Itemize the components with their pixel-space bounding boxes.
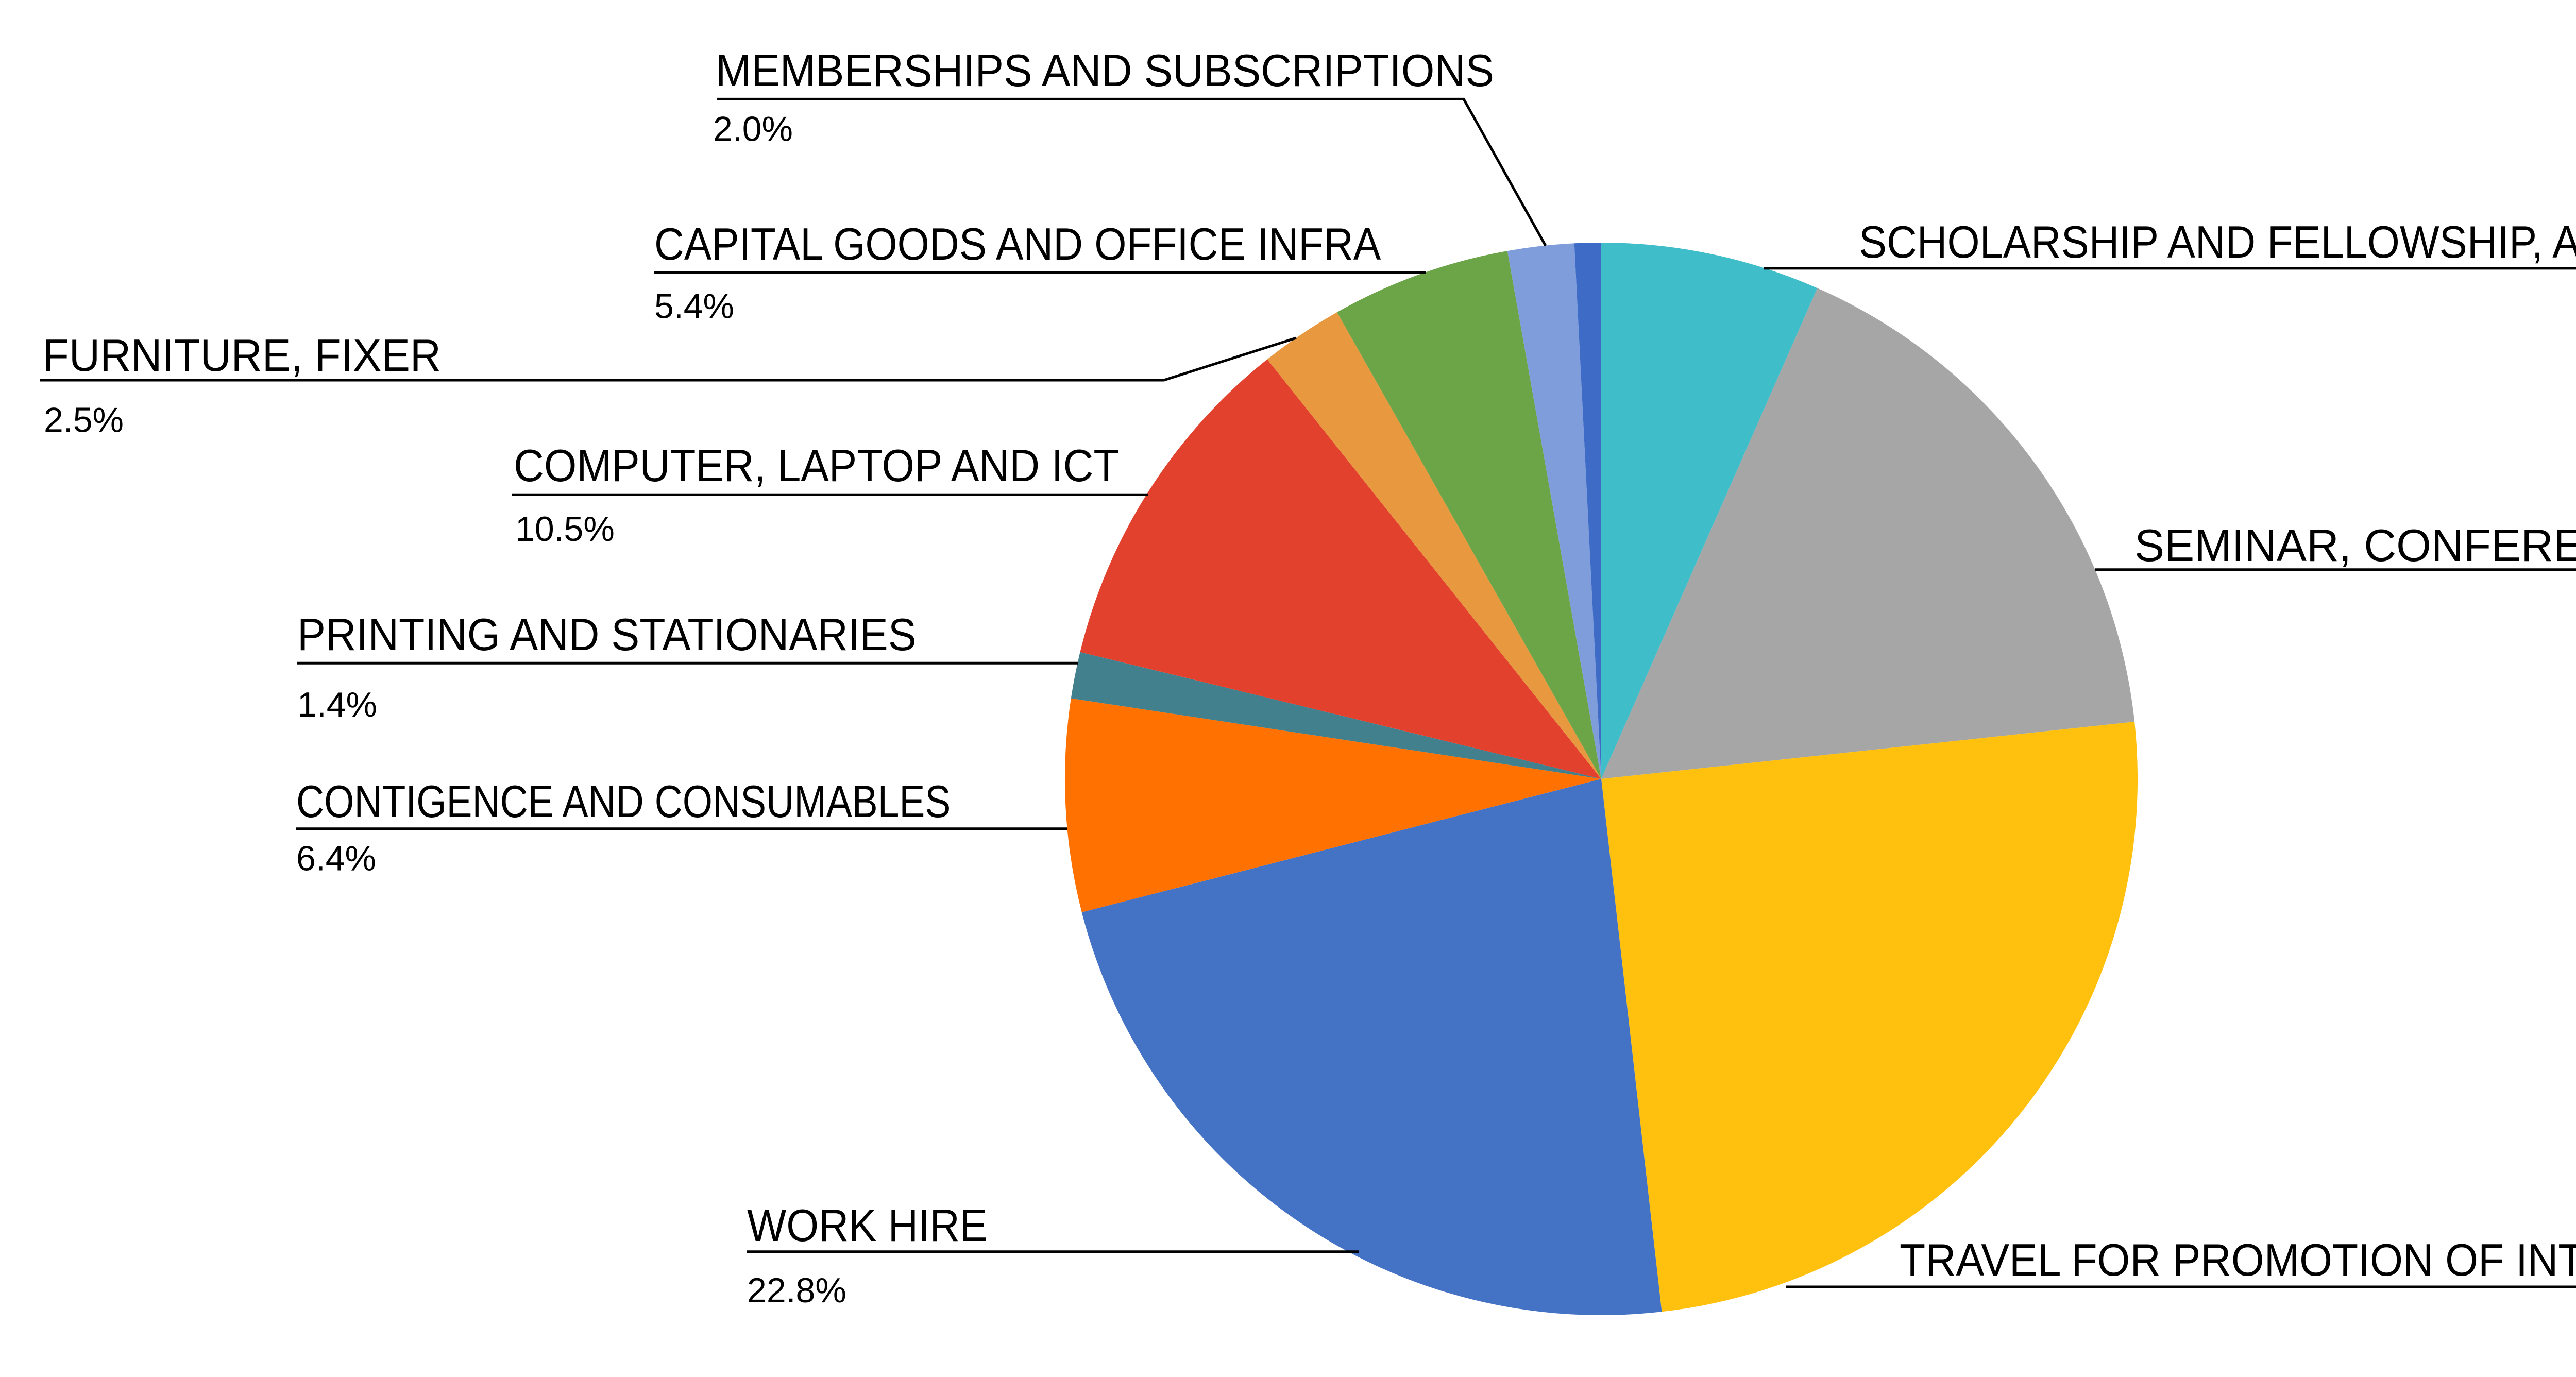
svg-text:22.8%: 22.8% xyxy=(747,1271,846,1310)
svg-text:WORK HIRE: WORK HIRE xyxy=(747,1200,988,1251)
svg-text:TRAVEL FOR PROMOTION OF INTERN: TRAVEL FOR PROMOTION OF INTERNATIONAL RE… xyxy=(1900,1235,2576,1285)
svg-text:5.4%: 5.4% xyxy=(654,286,734,326)
svg-text:CONTIGENCE AND CONSUMABLES: CONTIGENCE AND CONSUMABLES xyxy=(296,776,951,827)
svg-text:2.0%: 2.0% xyxy=(713,110,793,149)
svg-text:CAPITAL GOODS AND OFFICE INFRA: CAPITAL GOODS AND OFFICE INFRA xyxy=(654,219,1381,269)
svg-text:2.5%: 2.5% xyxy=(44,401,124,440)
svg-text:SCHOLARSHIP AND FELLOWSHIP, AW: SCHOLARSHIP AND FELLOWSHIP, AWARDS, REWA… xyxy=(1859,216,2576,267)
svg-text:COMPUTER, LAPTOP AND ICT: COMPUTER, LAPTOP AND ICT xyxy=(514,440,1119,491)
svg-text:MEMBERSHIPS AND SUBSCRIPTIONS: MEMBERSHIPS AND SUBSCRIPTIONS xyxy=(716,45,1494,96)
svg-text:PRINTING AND STATIONARIES: PRINTING AND STATIONARIES xyxy=(297,610,917,660)
svg-text:6.4%: 6.4% xyxy=(296,839,376,878)
svg-text:1.4%: 1.4% xyxy=(297,685,377,724)
svg-text:SEMINAR, CONFERENCE, EVENTS AN: SEMINAR, CONFERENCE, EVENTS AND DELE... xyxy=(2134,520,2576,571)
svg-text:FURNITURE, FIXER: FURNITURE, FIXER xyxy=(43,330,441,381)
svg-text:10.5%: 10.5% xyxy=(515,509,615,549)
